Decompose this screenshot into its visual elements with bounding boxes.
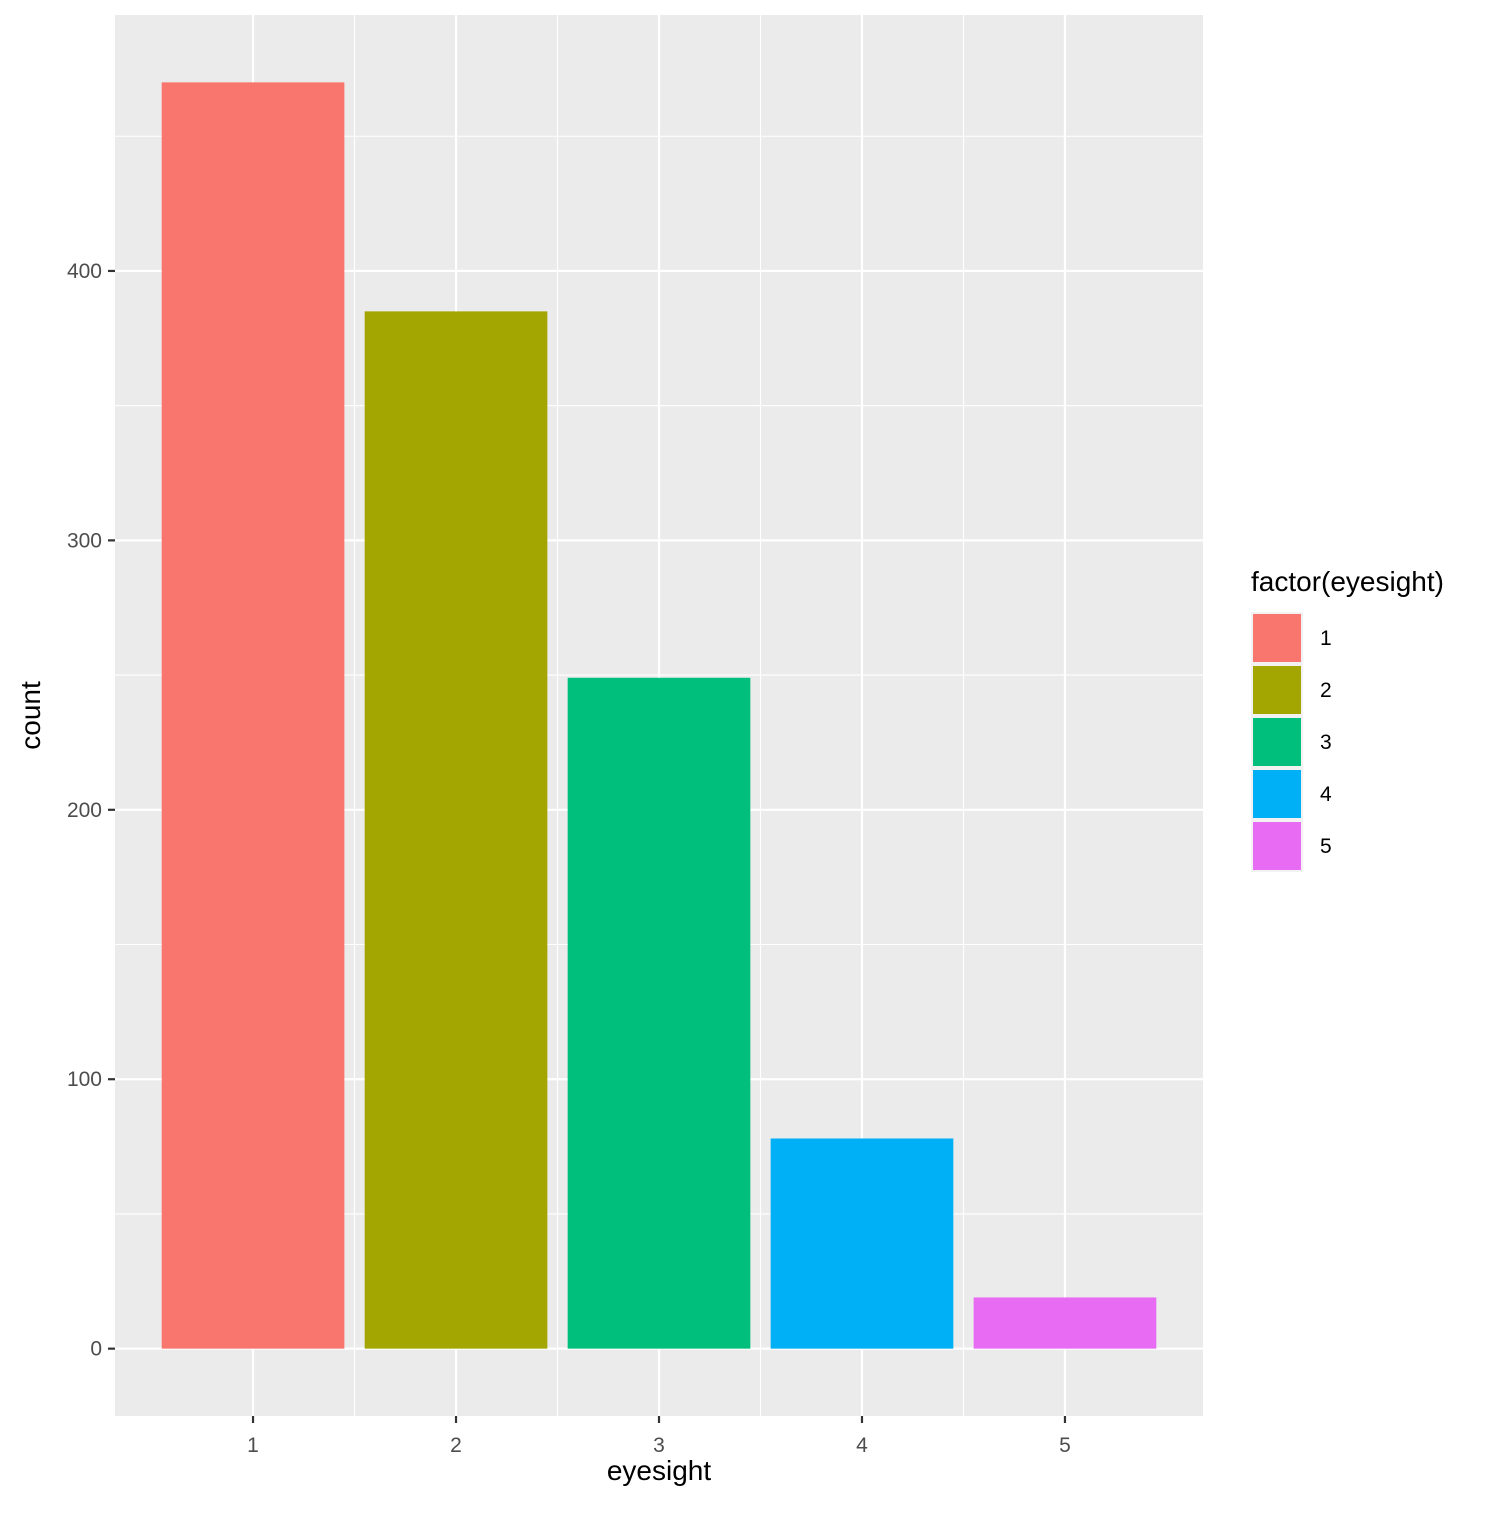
y-axis: 0 100 200 300 400 [67,260,115,1361]
y-tick-label: 400 [67,260,102,283]
x-tick-label: 3 [653,1434,665,1457]
legend-title: factor(eyesight) [1251,566,1444,597]
legend-swatch-4 [1253,770,1301,818]
x-tick-label: 2 [450,1434,462,1457]
legend-label: 3 [1320,731,1332,754]
legend-label: 2 [1320,679,1332,702]
y-tick-label: 300 [67,529,102,552]
bar-1 [161,82,345,1349]
legend-swatch-2 [1253,666,1301,714]
legend-swatch-3 [1253,718,1301,766]
legend-swatch-5 [1253,822,1301,870]
y-tick-label: 200 [67,799,102,822]
y-tick-label: 100 [67,1068,102,1091]
y-axis-title: count [15,681,46,750]
legend-label: 5 [1320,835,1332,858]
legend-label: 4 [1320,783,1332,806]
bar-2 [364,311,548,1349]
legend-items: 1 2 3 4 5 [1251,612,1332,872]
x-tick-label: 1 [247,1434,259,1457]
bar-5 [973,1297,1157,1349]
legend: factor(eyesight) 1 2 3 4 5 [1251,566,1444,872]
x-tick-label: 5 [1059,1434,1071,1457]
bar-3 [567,677,751,1349]
legend-swatch-1 [1253,614,1301,662]
bar-4 [770,1138,954,1349]
x-tick-label: 4 [856,1434,868,1457]
legend-label: 1 [1320,627,1332,650]
bars-group [161,82,1157,1349]
x-axis-title: eyesight [607,1455,712,1486]
y-tick-label: 0 [90,1338,102,1361]
x-axis: 1 2 3 4 5 [247,1416,1071,1457]
